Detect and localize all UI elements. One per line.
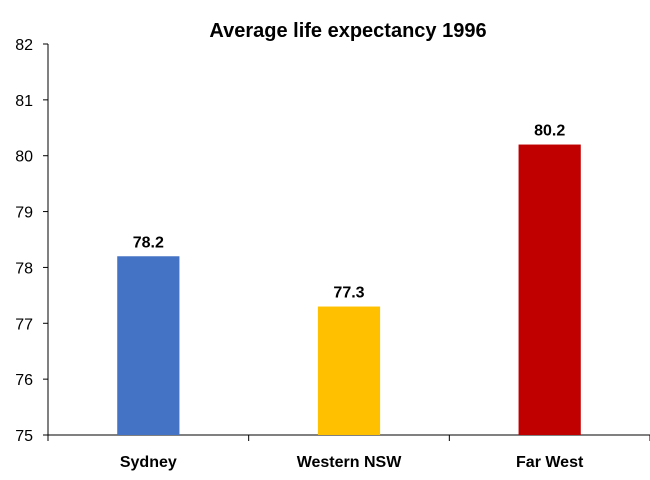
- bar: [117, 256, 180, 435]
- data-labels: 78.2 77.3 80.2: [133, 123, 566, 302]
- y-tick-label: 75: [15, 428, 33, 445]
- x-category-label: Western NSW: [297, 454, 403, 471]
- bars: [117, 144, 581, 436]
- chart-title: Average life expectancy 1996: [209, 20, 486, 42]
- y-tick-label: 76: [15, 372, 33, 389]
- y-axis: 75 76 77 78 79 80 81 82: [15, 37, 49, 445]
- y-tick-label: 77: [15, 316, 33, 333]
- y-tick-label: 79: [15, 205, 33, 222]
- data-label: 77.3: [333, 285, 364, 302]
- y-tick-label: 81: [15, 93, 33, 110]
- y-tick-label: 78: [15, 260, 33, 277]
- x-category-label: Sydney: [120, 454, 177, 471]
- x-axis: Sydney Western NSW Far West: [47, 434, 650, 471]
- data-label: 80.2: [534, 123, 565, 140]
- bar: [518, 144, 581, 436]
- data-label: 78.2: [133, 234, 164, 251]
- bar: [317, 306, 381, 435]
- y-tick-label: 80: [15, 149, 33, 166]
- x-category-label: Far West: [516, 454, 584, 471]
- y-tick-label: 82: [15, 37, 33, 54]
